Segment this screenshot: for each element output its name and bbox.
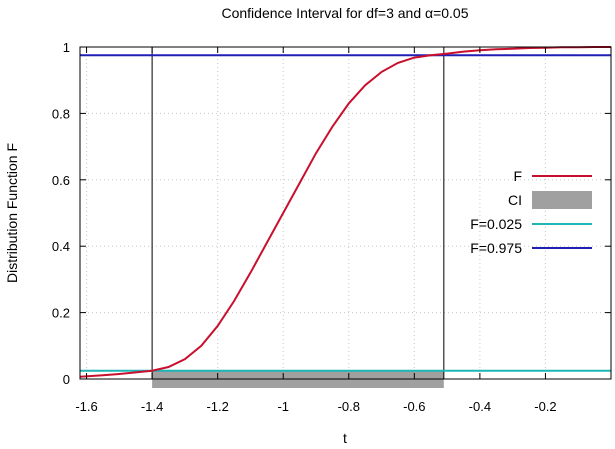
x-axis-label: t bbox=[343, 430, 347, 446]
legend-swatch bbox=[532, 191, 592, 209]
y-tick-label: 0.4 bbox=[52, 239, 70, 254]
x-tick-label: -0.6 bbox=[403, 399, 425, 414]
legend-label: CI bbox=[508, 192, 522, 208]
y-tick-label: 1 bbox=[63, 40, 70, 55]
ci-layer bbox=[151, 47, 445, 388]
reference-lines bbox=[80, 54, 611, 372]
y-tick-label: 0.2 bbox=[52, 306, 70, 321]
x-tick-label: -1.4 bbox=[141, 399, 163, 414]
y-tick-label: 0.8 bbox=[52, 106, 70, 121]
plot-frame bbox=[79, 46, 612, 380]
legend: F CI F=0.025 F=0.975 bbox=[470, 168, 592, 256]
y-tick-label: 0.6 bbox=[52, 173, 70, 188]
chart-title: Confidence Interval for df=3 and α=0.05 bbox=[221, 5, 468, 21]
x-tick-label: -1 bbox=[277, 399, 289, 414]
legend-label: F bbox=[513, 168, 522, 184]
x-tick-label: -1.6 bbox=[75, 399, 97, 414]
x-tick-label: -1.2 bbox=[206, 399, 228, 414]
x-tick-label: -0.4 bbox=[469, 399, 491, 414]
grid bbox=[80, 46, 611, 380]
distribution-curve bbox=[79, 46, 611, 378]
x-tick-label: -0.8 bbox=[338, 399, 360, 414]
y-axis-label: Distribution Function F bbox=[4, 143, 20, 283]
x-tick-label: -0.2 bbox=[534, 399, 556, 414]
axes: -1.6 -1.4 -1.2 -1 -0.8 -0.6 -0.4 -0.2 0 0.2 0.4 0.6… bbox=[52, 40, 612, 414]
curve-layer bbox=[79, 46, 611, 378]
y-tick-label: 0 bbox=[63, 372, 70, 387]
legend-label: F=0.025 bbox=[470, 216, 522, 232]
legend-label: F=0.975 bbox=[470, 240, 522, 256]
